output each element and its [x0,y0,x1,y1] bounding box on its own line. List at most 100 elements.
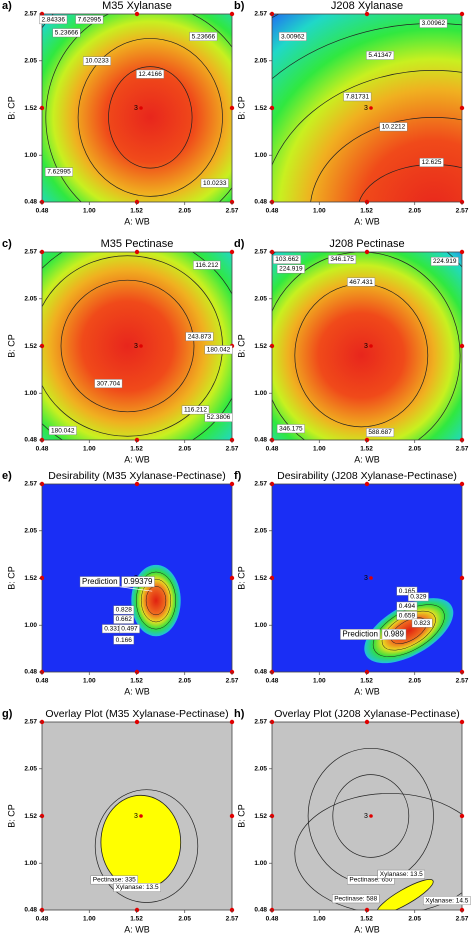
design-point [135,12,139,16]
design-point [365,720,369,724]
x-axis-label: A: WB [354,454,380,464]
design-point [365,12,369,16]
contour-label: 5.23666 [55,30,79,37]
contour-label: 10.0233 [85,58,109,65]
x-tick-label: 1.00 [313,916,326,923]
design-point [230,106,234,110]
prediction-value: 0.99379 [124,577,153,586]
design-point [365,438,369,442]
design-point [135,908,139,912]
x-tick-label: 2.05 [408,446,421,453]
design-point [365,670,369,674]
x-tick-label: 0.48 [36,678,49,685]
contour-label: 5.23666 [192,33,216,40]
panel: e)Desirability (M35 Xylanase-Pectinase)3… [2,470,239,697]
x-tick-label: 1.00 [313,446,326,453]
x-tick-label: 1.00 [83,916,96,923]
center-label: 3 [364,575,368,582]
y-axis-label: B: CP [236,96,246,120]
x-tick-label: 2.57 [456,446,469,453]
contour-label: 224.919 [279,266,303,273]
y-tick-label: 0.48 [24,669,37,676]
design-point [139,106,143,110]
contour-label: 116.212 [195,262,218,269]
x-tick-label: 1.52 [360,678,373,685]
x-tick-label: 2.57 [226,678,239,685]
y-tick-label: 0.48 [254,907,267,914]
x-tick-label: 2.57 [226,208,239,215]
contour-label: Xylanase: 14.5 [425,897,468,904]
x-tick-label: 1.00 [313,678,326,685]
center-label: 3 [364,105,368,112]
contour-label: 0.828 [116,607,133,614]
design-point [135,670,139,674]
x-axis-label: A: WB [124,924,150,934]
contour-label: 7.62995 [78,16,102,23]
contour-label: 5.41347 [368,52,392,59]
panel: f) Desirability (J208 Xylanase-Pectinase)… [234,470,469,697]
design-point [230,720,234,724]
x-tick-label: 1.52 [130,446,143,453]
y-tick-label: 2.05 [254,295,267,302]
panel-letter: f) [234,470,242,482]
contour-label: 7.62995 [47,169,71,176]
x-tick-label: 1.00 [313,208,326,215]
y-axis-label: B: CP [236,566,246,590]
x-tick-label: 2.05 [178,208,191,215]
x-tick-label: 1.52 [360,446,373,453]
design-point [139,344,143,348]
y-tick-label: 0.48 [254,669,267,676]
y-tick-label: 1.52 [24,343,37,350]
y-tick-label: 0.48 [24,907,37,914]
y-tick-label: 2.57 [254,481,267,488]
contour-label: 0.497 [121,625,138,632]
x-tick-label: 0.48 [266,446,279,453]
x-tick-label: 1.00 [83,446,96,453]
x-axis-label: A: WB [124,686,150,696]
design-point [135,438,139,442]
design-point [460,576,464,580]
x-tick-label: 1.52 [130,916,143,923]
panel-title: Desirability (J208 Xylanase-Pectinase) [277,470,457,482]
design-point [369,576,373,580]
design-point [230,250,234,254]
design-point [365,200,369,204]
contour-label: 0.329 [410,594,427,601]
y-tick-label: 0.48 [24,437,37,444]
x-tick-label: 1.52 [130,208,143,215]
panel-letter: d) [234,238,245,250]
design-point [270,576,274,580]
contour-label: 346.175 [279,425,303,432]
panel-title: J208 Pectinase [329,238,404,250]
contour-label: 7.81731 [346,93,370,100]
y-tick-label: 0.48 [254,437,267,444]
design-point [40,576,44,580]
contour-label: 10.2212 [382,124,406,131]
x-tick-label: 1.00 [83,678,96,685]
contour-label: 10.0233 [203,180,227,187]
x-tick-label: 1.52 [130,678,143,685]
contour-label: Xylanase: 13.5 [116,884,159,891]
y-tick-label: 2.05 [24,57,37,64]
feasible-region [101,795,181,889]
panel-title: M35 Pectinase [101,238,174,250]
x-tick-label: 0.48 [266,678,279,685]
y-tick-label: 1.52 [254,575,267,582]
contour-label: Xylanase: 13.5 [380,871,423,878]
x-tick-label: 1.52 [360,916,373,923]
y-tick-label: 1.00 [24,390,37,397]
design-point [365,250,369,254]
y-tick-label: 1.00 [24,860,37,867]
panel: h)Overlay Plot (J208 Xylanase-Pectinase)… [234,708,474,935]
y-tick-label: 1.00 [254,860,267,867]
design-point [365,482,369,486]
x-tick-label: 0.48 [36,208,49,215]
y-tick-label: 2.57 [24,481,37,488]
design-point [230,12,234,16]
panel-title: Desirability (M35 Xylanase-Pectinase) [48,470,225,482]
design-point [135,200,139,204]
design-point [230,482,234,486]
x-axis-label: A: WB [354,924,380,934]
panel-letter: h) [234,708,245,720]
contour-label: 0.823 [414,620,431,627]
